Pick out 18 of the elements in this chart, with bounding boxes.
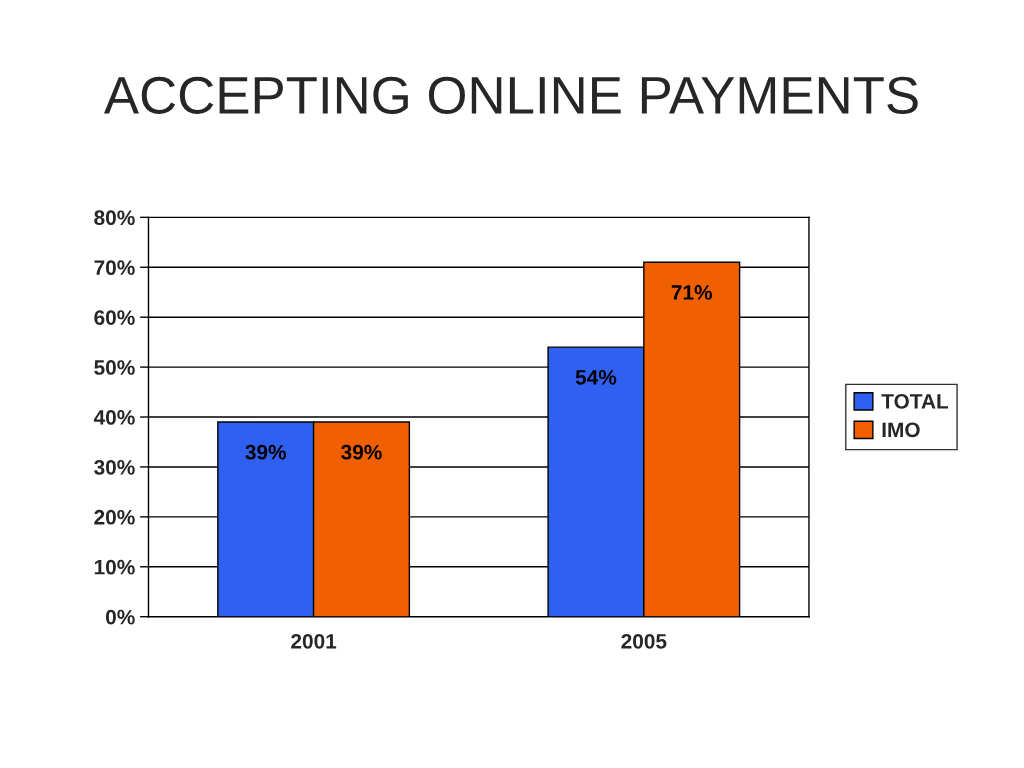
y-tick-label: 0%	[106, 609, 135, 625]
y-tick-label: 50%	[94, 360, 135, 375]
data-label: 39%	[341, 444, 382, 460]
y-tick-label: 60%	[94, 310, 135, 325]
x-tick-label: 2001	[291, 633, 337, 649]
y-tick-label: 10%	[94, 559, 135, 575]
y-tick-label: 70%	[94, 260, 135, 276]
y-tick-label: 20%	[94, 509, 135, 525]
legend-label: TOTAL	[881, 393, 949, 409]
data-label: 54%	[575, 369, 617, 385]
data-label: 71%	[671, 285, 713, 300]
chart-title: ACCEPTING ONLINE PAYMENTS	[103, 76, 918, 115]
y-tick-label: 40%	[93, 410, 135, 425]
y-tick-label: 80%	[94, 210, 135, 226]
y-tick-label: 30%	[94, 459, 135, 475]
data-label: 39%	[245, 444, 287, 460]
legend-label: IMO	[882, 422, 920, 438]
x-tick-label: 2005	[621, 633, 667, 649]
